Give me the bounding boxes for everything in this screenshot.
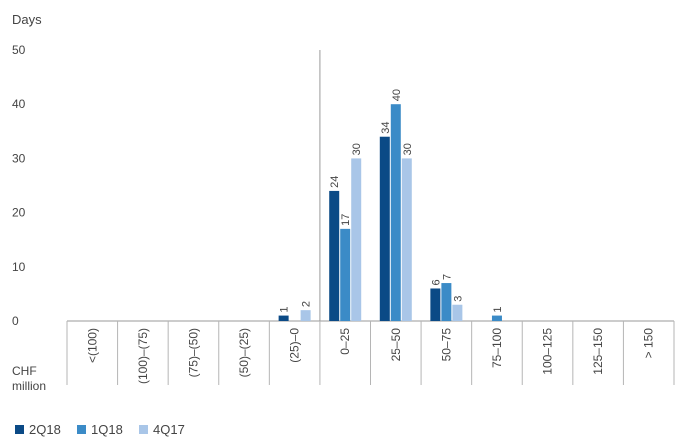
legend-swatch <box>15 425 24 434</box>
bar <box>491 315 502 321</box>
value-labels: 1 2 24 17 30 34 40 30 67 3 1 <box>279 89 504 313</box>
y-axis-title: Days <box>12 12 42 27</box>
bar <box>278 315 289 321</box>
data-label: 17 <box>340 214 352 226</box>
data-label: 34 <box>380 121 392 133</box>
y-tick-label: 30 <box>12 151 26 165</box>
legend-label: 4Q17 <box>153 422 185 437</box>
legend: 2Q18 1Q18 4Q17 <box>15 422 185 437</box>
bar <box>401 158 412 321</box>
x-tick-label: (75)–(50) <box>186 328 200 377</box>
data-label: 2 <box>301 301 313 307</box>
x-tick-labels: <(100) (100)–(75) (75)–(50) (50)–(25) (25)–0… <box>85 328 655 384</box>
bar <box>340 228 351 321</box>
x-tick-label: > 150 <box>642 328 656 359</box>
data-label: 40 <box>391 89 403 101</box>
data-label: 1 <box>492 306 504 312</box>
bar <box>441 283 452 321</box>
legend-swatch <box>77 425 86 434</box>
bar <box>379 136 390 321</box>
legend-label: 2Q18 <box>29 422 61 437</box>
legend-entry: 1Q18 <box>77 422 123 437</box>
y-tick-labels: 0 10 20 30 40 50 <box>12 43 26 328</box>
bar <box>351 158 362 321</box>
x-tick-label: (25)–0 <box>288 328 302 363</box>
bars <box>278 104 502 321</box>
data-label: 1 <box>279 306 291 312</box>
data-label: 7 <box>441 274 453 280</box>
bar <box>390 104 401 321</box>
data-label: 30 <box>402 143 414 155</box>
data-label: 3 <box>452 296 464 302</box>
legend-entry: 4Q17 <box>139 422 185 437</box>
y-tick-label: 20 <box>12 206 26 220</box>
x-tick-label: 125–150 <box>591 328 605 375</box>
x-tick-label: 25–50 <box>389 328 403 362</box>
bar <box>452 304 463 321</box>
x-tick-label: (100)–(75) <box>136 328 150 384</box>
legend-label: 1Q18 <box>91 422 123 437</box>
y-tick-label: 50 <box>12 43 26 57</box>
data-label: 24 <box>329 176 341 188</box>
x-tick-label: (50)–(25) <box>237 328 251 377</box>
x-tick-label: 50–75 <box>439 328 453 362</box>
x-tick-label: 0–25 <box>338 328 352 355</box>
x-tick-label: 75–100 <box>490 328 504 368</box>
legend-swatch <box>139 425 148 434</box>
x-axis-unit-line-2: million <box>12 379 46 393</box>
y-tick-label: 10 <box>12 260 26 274</box>
bar <box>300 310 311 321</box>
legend-entry: 2Q18 <box>15 422 61 437</box>
y-tick-label: 0 <box>12 314 19 328</box>
x-axis-unit-line-1: CHF <box>12 364 37 378</box>
bar <box>329 190 340 321</box>
axes <box>66 50 675 385</box>
x-tick-label: <(100) <box>85 328 99 363</box>
data-label: 6 <box>430 279 442 285</box>
data-label: 30 <box>351 143 363 155</box>
bar <box>430 288 441 321</box>
x-tick-label: 100–125 <box>541 328 555 375</box>
y-tick-label: 40 <box>12 97 26 111</box>
